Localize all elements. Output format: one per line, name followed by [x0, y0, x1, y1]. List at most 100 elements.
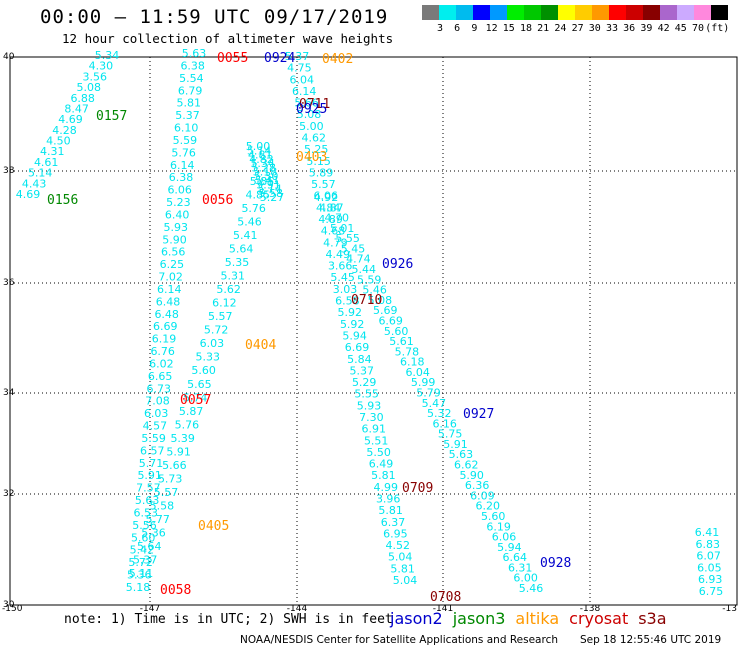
wave-height-value: 5.25: [304, 143, 329, 156]
pass-time-label: 0926: [382, 257, 413, 272]
wave-height-value: 5.18: [253, 166, 278, 179]
wave-height-value: 5.71: [139, 457, 164, 470]
wave-height-value: 5.57: [208, 310, 233, 323]
wave-height-value: 6.40: [165, 208, 190, 221]
color-scale-label: 30: [588, 23, 601, 34]
wave-height-value: 6.69: [153, 320, 178, 333]
wave-height-value: 5.37: [350, 364, 375, 377]
wave-height-value: 5.29: [352, 376, 377, 389]
wave-height-value: 5.39: [170, 432, 195, 445]
legend-altika: altika: [515, 609, 560, 628]
wave-height-value: 5.89: [309, 166, 334, 179]
wave-height-value: 5.60: [191, 364, 216, 377]
pass-time-label: 0057: [180, 393, 211, 408]
wave-height-value: 5.90: [459, 469, 484, 482]
lat-tick-label: 32: [3, 489, 14, 499]
wave-height-value: 6.95: [383, 527, 408, 540]
wave-height-value: 5.04: [393, 574, 418, 587]
wave-height-value: 6.75: [699, 585, 724, 598]
wave-height-value: 5.76: [175, 418, 200, 431]
wave-height-value: 5.42: [130, 544, 155, 557]
wave-height-value: 5.59: [357, 273, 382, 286]
wave-height-value: 5.44: [352, 263, 377, 276]
wave-height-value: 4.49: [326, 248, 351, 261]
wave-height-value: 4.85: [246, 189, 271, 202]
wave-height-value: 5.50: [366, 446, 391, 459]
color-swatch: [456, 5, 473, 20]
wave-height-value: 5.91: [443, 438, 468, 451]
wave-height-value: 6.18: [400, 356, 425, 369]
wave-height-value: 6.12: [212, 297, 237, 310]
wave-height-value: 5.99: [411, 376, 436, 389]
wave-height-value: 5.31: [221, 270, 246, 283]
wave-height-value: 4.81: [248, 149, 273, 162]
footer-note: note: 1) Time is in UTC; 2) SWH is in fe…: [64, 612, 393, 627]
wave-height-value: 6.48: [154, 308, 179, 321]
wave-height-value: 5.92: [338, 306, 363, 319]
wave-height-value: 5.60: [384, 325, 409, 338]
wave-height-value: 4.52: [386, 539, 411, 552]
color-scale-label: 45: [674, 23, 687, 34]
wave-height-value: 6.03: [200, 337, 225, 350]
wave-height-value: 5.54: [179, 72, 204, 85]
pass-time-label: 0404: [245, 338, 276, 353]
lon-tick-label: -150: [2, 604, 23, 614]
wave-height-value: 4.30: [89, 60, 114, 73]
wave-height-value: 5.37: [133, 554, 158, 567]
wave-height-value: 5.81: [177, 97, 202, 110]
wave-height-value: 5.57: [154, 486, 179, 499]
wave-height-value: 5.63: [135, 494, 160, 507]
wave-height-value: 5.46: [237, 216, 262, 229]
wave-height-value: 6.38: [180, 59, 205, 72]
wave-height-value: 5.87: [179, 405, 204, 418]
wave-height-value: 6.76: [150, 345, 175, 358]
wave-height-value: 6.48: [156, 295, 181, 308]
wave-height-value: 5.23: [166, 196, 191, 209]
color-swatch: [558, 5, 575, 20]
lat-tick-label: 36: [3, 278, 15, 288]
color-swatch: [660, 5, 677, 20]
color-scale-label: (ft): [705, 23, 730, 34]
wave-height-value: 4.79: [323, 236, 348, 249]
pass-time-label: 0157: [96, 109, 127, 124]
wave-height-value: 6.64: [503, 551, 528, 564]
wave-height-value: 4.69: [58, 113, 83, 126]
wave-height-value: 5.92: [340, 318, 365, 331]
wave-height-value: 5.33: [196, 351, 221, 364]
color-scale-label: 18: [519, 23, 533, 34]
wave-height-value: 4.61: [34, 156, 59, 169]
wave-height-value: 5.34: [95, 49, 120, 62]
wave-height-value: 5.72: [204, 324, 229, 337]
wave-height-value: 5.18: [126, 581, 151, 594]
legend-jason2: jason2: [390, 609, 443, 628]
wave-height-value: 5.55: [354, 388, 379, 401]
color-scale-label: 15: [502, 23, 515, 34]
wave-height-value: 5.64: [229, 243, 254, 256]
wave-height-value: 5.08: [368, 294, 393, 307]
wave-height-value: 5.08: [297, 108, 322, 121]
wave-height-value: 4.70: [325, 212, 350, 225]
wave-height-value: 5.01: [330, 222, 355, 235]
pass-time-label: 0925: [296, 102, 327, 117]
wave-height-value: 5.66: [162, 459, 187, 472]
wave-height-value: 6.93: [698, 573, 723, 586]
wave-height-value: 6.31: [508, 561, 533, 574]
wave-height-value: 5.51: [364, 434, 389, 447]
color-scale-label: 42: [657, 23, 670, 34]
wave-height-value: 6.73: [147, 382, 172, 395]
color-swatch: [694, 5, 711, 20]
wave-height-value: 5.08: [77, 81, 102, 94]
color-scale-label: 21: [537, 23, 550, 34]
wave-height-value: 6.36: [465, 479, 490, 492]
wave-height-value: 7.57: [136, 482, 161, 495]
lat-tick-label: 40: [3, 52, 15, 62]
wave-height-value: 5.93: [357, 399, 382, 412]
lon-tick-label: -13: [722, 604, 737, 614]
wave-height-value: 4.69: [16, 188, 41, 201]
wave-height-value: 6.19: [152, 333, 177, 346]
wave-height-value: 3.66: [328, 260, 353, 273]
wave-height-value: 3.56: [83, 70, 108, 83]
wave-height-value: 6.19: [486, 520, 511, 533]
wave-height-value: 3.03: [333, 283, 358, 296]
pass-time-label: 0710: [351, 293, 382, 308]
